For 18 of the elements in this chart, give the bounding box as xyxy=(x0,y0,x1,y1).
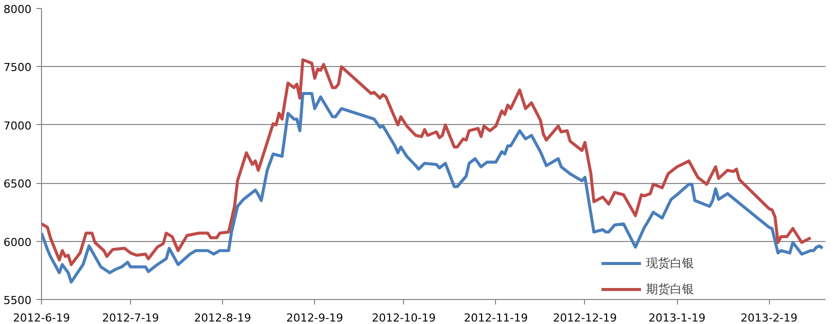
x-tick-label: 2012-10-19 xyxy=(372,312,436,324)
x-tick-label: 2012-12-19 xyxy=(552,312,617,324)
x-tick-label: 2012-9-19 xyxy=(286,312,344,324)
y-tick-label: 7000 xyxy=(4,119,32,132)
line-series xyxy=(42,92,824,284)
legend-label: 现货白银 xyxy=(646,254,694,272)
x-tick-label: 2012-7-19 xyxy=(102,312,160,324)
y-tick-label: 6500 xyxy=(4,178,32,191)
y-tick-label: 7500 xyxy=(4,61,32,74)
x-tick-label: 2013-2-19 xyxy=(740,312,798,324)
x-tick-label: 2012-8-19 xyxy=(194,312,252,324)
x-tick-label: 2012-11-19 xyxy=(464,312,528,324)
x-tick-label: 2012-6-19 xyxy=(13,312,70,324)
legend-label: 期货白银 xyxy=(646,280,694,298)
y-tick-label: 5500 xyxy=(4,294,32,307)
x-tick-label: 2013-1-19 xyxy=(648,312,706,324)
y-tick-label: 8000 xyxy=(4,3,32,16)
y-tick-label: 6000 xyxy=(4,236,32,249)
